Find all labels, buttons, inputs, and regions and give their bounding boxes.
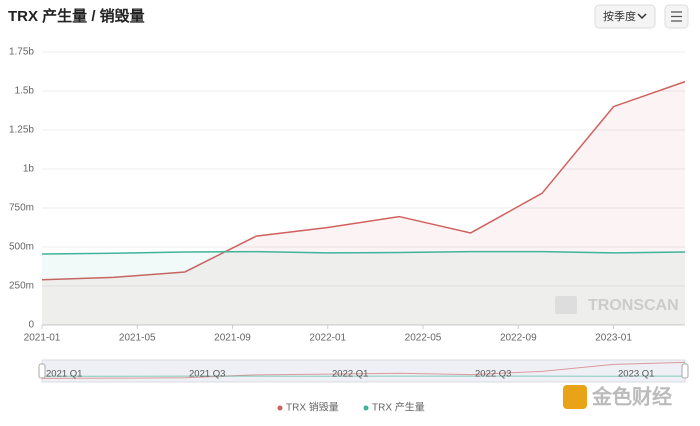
slider-label: 2022 Q3 bbox=[475, 369, 511, 380]
brand-icon bbox=[563, 385, 587, 409]
watermark-icon bbox=[555, 296, 577, 314]
x-tick-label: 2023-01 bbox=[595, 333, 632, 344]
dropdown-label: 按季度 bbox=[603, 9, 636, 23]
x-tick-label: 2021-09 bbox=[214, 333, 251, 344]
y-tick-label: 500m bbox=[9, 242, 34, 253]
slider-label: 2022 Q1 bbox=[332, 369, 368, 380]
legend-label: TRX 销毁量 bbox=[286, 401, 339, 414]
y-tick-label: 250m bbox=[9, 281, 34, 292]
watermark: TRONSCAN bbox=[588, 297, 679, 314]
brand: 金色财经 bbox=[591, 384, 672, 408]
legend-marker bbox=[364, 406, 369, 411]
x-tick-label: 2022-05 bbox=[405, 333, 442, 344]
x-tick-label: 2022-09 bbox=[500, 333, 537, 344]
slider-handle[interactable] bbox=[682, 364, 688, 378]
x-tick-label: 2022-01 bbox=[309, 333, 346, 344]
slider-label: 2023 Q1 bbox=[618, 369, 654, 380]
chart-title: TRX 产生量 / 销毁量 bbox=[8, 7, 145, 25]
y-tick-label: 1.25b bbox=[9, 125, 34, 136]
legend-marker bbox=[278, 406, 283, 411]
legend-label: TRX 产生量 bbox=[372, 401, 425, 414]
y-tick-label: 1.5b bbox=[15, 86, 35, 97]
y-tick-label: 1b bbox=[23, 164, 35, 175]
x-tick-label: 2021-01 bbox=[24, 333, 61, 344]
y-tick-label: 750m bbox=[9, 203, 34, 214]
x-tick-label: 2021-05 bbox=[119, 333, 156, 344]
slider-label: 2021 Q1 bbox=[46, 369, 82, 380]
slider-label: 2021 Q3 bbox=[189, 369, 225, 380]
y-tick-label: 1.75b bbox=[9, 47, 34, 58]
y-tick-label: 0 bbox=[28, 320, 34, 331]
slider-handle[interactable] bbox=[39, 364, 45, 378]
